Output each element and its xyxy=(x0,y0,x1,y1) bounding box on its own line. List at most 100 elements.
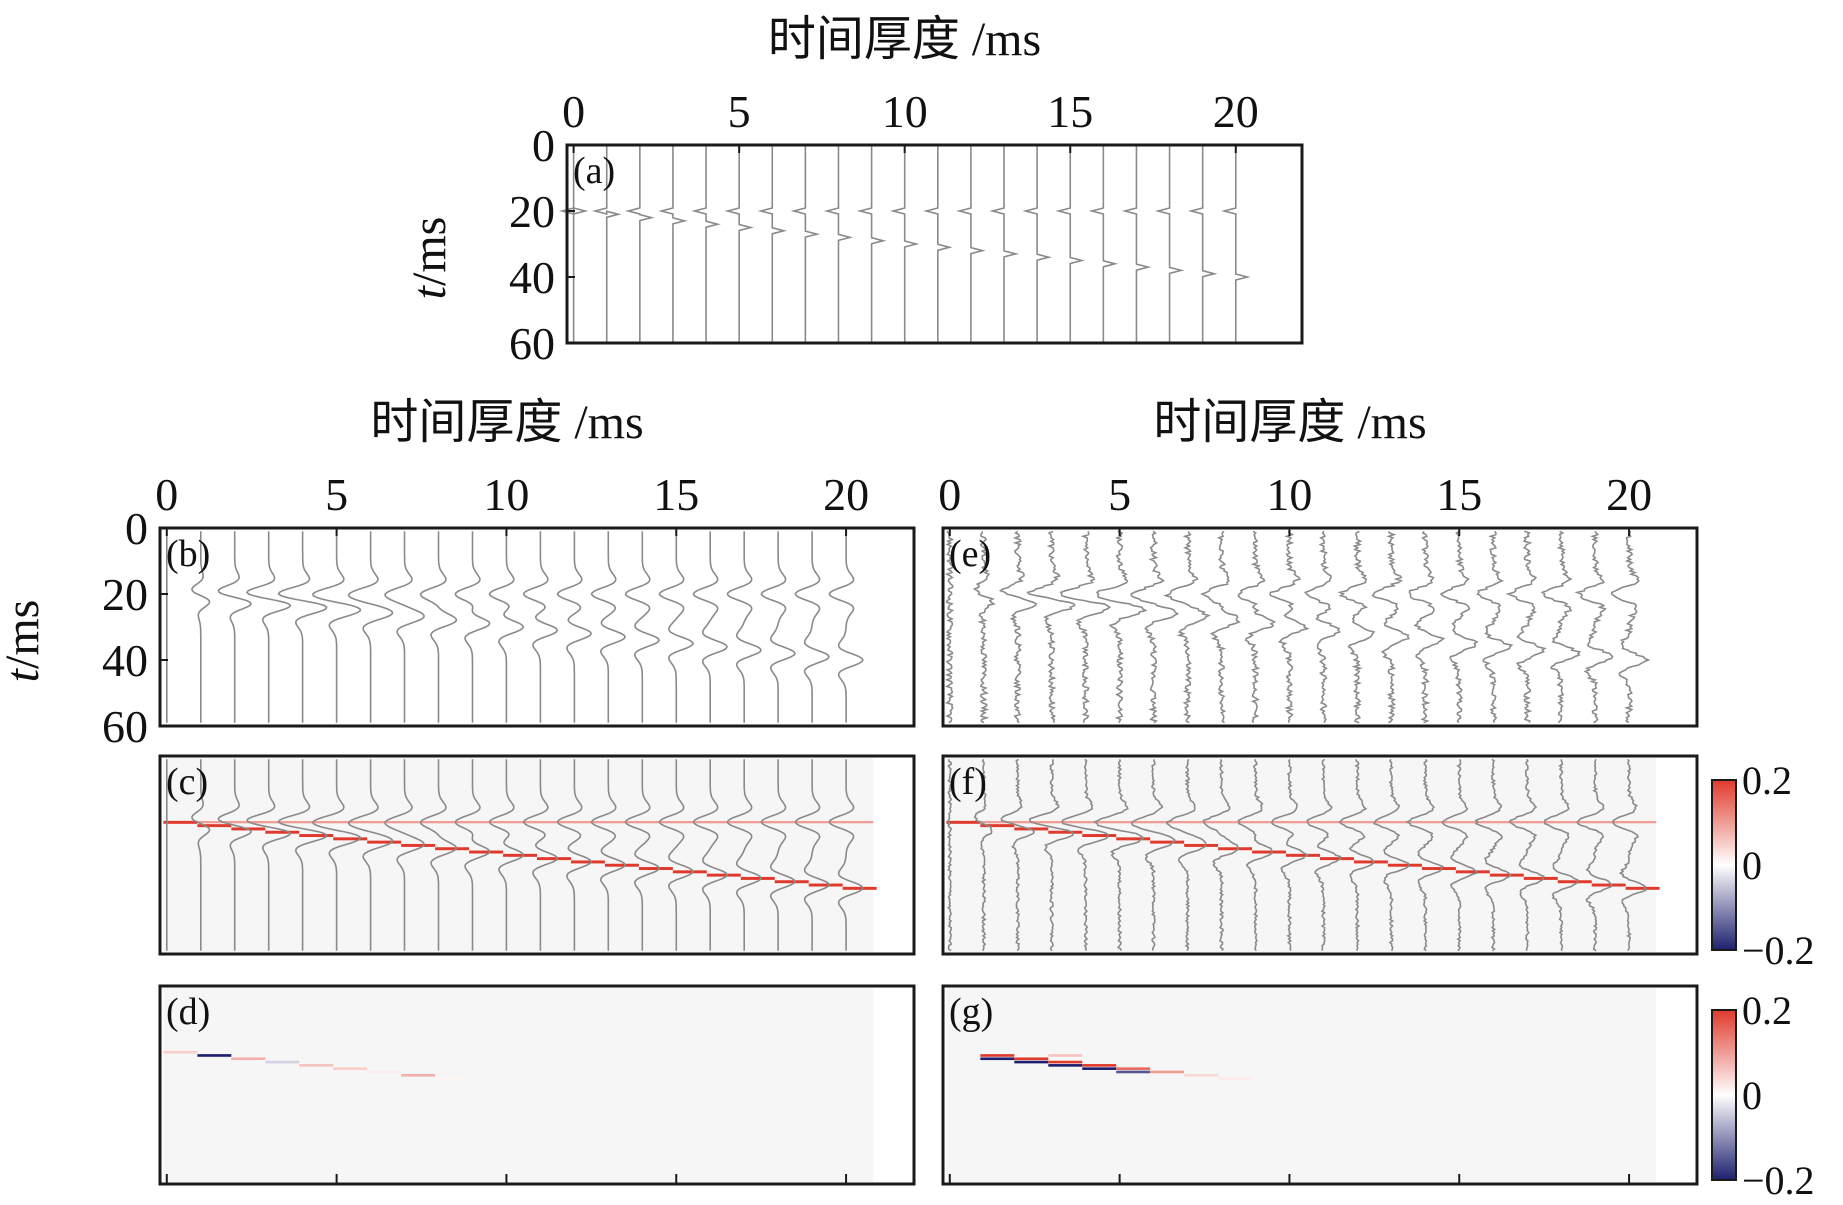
seismic-trace xyxy=(757,145,788,343)
seismic-trace xyxy=(1202,758,1240,952)
seismic-trace xyxy=(1508,758,1545,951)
seismic-trace xyxy=(658,145,688,343)
reflectivity-cell xyxy=(469,850,504,854)
seismic-trace xyxy=(1337,530,1376,724)
error-cell xyxy=(1116,1070,1151,1074)
seismic-trace xyxy=(1059,531,1112,723)
seismic-trace xyxy=(1474,758,1512,952)
reflectivity-cell xyxy=(1591,883,1626,887)
reflectivity-cell xyxy=(537,857,571,861)
seismic-trace xyxy=(454,759,491,951)
reflectivity-cell xyxy=(1048,830,1083,834)
error-cell xyxy=(1116,1067,1151,1070)
error-cell xyxy=(435,1077,470,1080)
panel-label: (d) xyxy=(166,991,210,1033)
seismic-trace xyxy=(590,531,627,723)
seismic-trace xyxy=(1611,758,1648,952)
seismic-trace xyxy=(1543,759,1579,951)
seismic-trace xyxy=(556,531,593,723)
x-tick-label: 10 xyxy=(882,86,928,137)
reflectivity-cell xyxy=(1625,886,1660,890)
seismic-trace xyxy=(1095,530,1148,724)
x-tick-label: 5 xyxy=(728,86,751,137)
reflectivity-cell xyxy=(1082,834,1117,838)
seismic-trace xyxy=(1163,531,1211,724)
reflectivity-cell xyxy=(197,824,232,828)
seismic-trace xyxy=(658,759,695,951)
seismic-trace xyxy=(998,530,1038,724)
seismic-trace xyxy=(1505,530,1547,723)
seismic-trace xyxy=(191,531,211,723)
seismic-trace xyxy=(1237,530,1277,724)
colorbar-tick-label: 0 xyxy=(1742,843,1762,888)
reflectivity-cell xyxy=(367,840,402,844)
error-cell xyxy=(1014,1060,1049,1064)
axes-frame xyxy=(565,143,1304,345)
seismic-trace xyxy=(1540,530,1582,724)
x-tick-label: 0 xyxy=(562,86,585,137)
seismic-trace xyxy=(658,531,695,723)
seismic-trace xyxy=(1408,530,1446,724)
seismic-trace xyxy=(1165,758,1207,952)
seismic-trace xyxy=(217,759,253,951)
seismic-trace xyxy=(1130,759,1176,951)
reflectivity-cell xyxy=(163,820,198,824)
seismic-trace xyxy=(347,531,394,723)
seismic-trace xyxy=(1373,758,1410,951)
x-tick-label: 20 xyxy=(1606,469,1652,520)
seismic-trace xyxy=(1221,145,1251,343)
reflectivity-cell xyxy=(842,886,877,890)
seismic-trace xyxy=(1022,145,1052,343)
seismic-trace xyxy=(1154,145,1185,343)
panel-f: (f) 0.2 0 −0.2 xyxy=(941,754,1815,973)
seismic-trace xyxy=(794,759,830,951)
seismic-trace xyxy=(944,530,955,724)
x-tick-label: 10 xyxy=(1266,469,1312,520)
error-cell xyxy=(367,1070,402,1074)
seismic-trace xyxy=(1405,758,1444,952)
seismic-trace xyxy=(760,759,796,951)
x-tick-label: 20 xyxy=(1213,86,1259,137)
x-tick-label: 5 xyxy=(325,469,348,520)
seismic-trace xyxy=(591,145,622,343)
error-cell xyxy=(197,1054,232,1057)
seismic-trace xyxy=(692,531,728,723)
seismic-trace xyxy=(1610,530,1651,724)
reflectivity-cell xyxy=(1523,876,1558,880)
reflectivity-cell xyxy=(435,847,470,851)
seismic-trace xyxy=(311,531,362,723)
reflectivity-cell xyxy=(570,860,605,864)
y-axis-title: t/ms xyxy=(0,600,49,683)
x-axis-title: 时间厚度 /ms xyxy=(1153,396,1426,449)
seismic-trace xyxy=(726,759,762,951)
seismic-trace xyxy=(828,759,864,951)
seismic-trace xyxy=(522,759,559,951)
reflectivity-cell xyxy=(1116,837,1151,841)
colorbar xyxy=(1711,1009,1737,1181)
error-cell xyxy=(1048,1064,1083,1067)
seismic-trace xyxy=(947,759,953,952)
reflectivity-cell xyxy=(503,853,537,857)
seismic-trace xyxy=(454,531,491,723)
heatmap-background xyxy=(163,988,874,1182)
seismic-trace xyxy=(1130,530,1180,724)
reflectivity-cell xyxy=(299,834,334,838)
reflectivity-cell xyxy=(1387,863,1422,867)
reflectivity-cell xyxy=(333,837,368,841)
reflectivity-cell xyxy=(1421,867,1456,871)
reflectivity-cell xyxy=(1252,850,1287,854)
seismic-trace xyxy=(625,145,655,343)
panel-c: (c) xyxy=(158,754,916,956)
error-cell xyxy=(980,1057,1015,1061)
seismic-trace xyxy=(1271,758,1310,952)
seismic-trace xyxy=(1061,758,1110,952)
colorbar-tick-label: 0.2 xyxy=(1742,758,1792,803)
error-cell xyxy=(1150,1070,1185,1074)
reflectivity-cell xyxy=(604,863,639,867)
reflectivity-cell xyxy=(980,824,1015,828)
panel-d: (d) xyxy=(158,984,916,1186)
y-tick-label: 0 xyxy=(125,503,148,554)
